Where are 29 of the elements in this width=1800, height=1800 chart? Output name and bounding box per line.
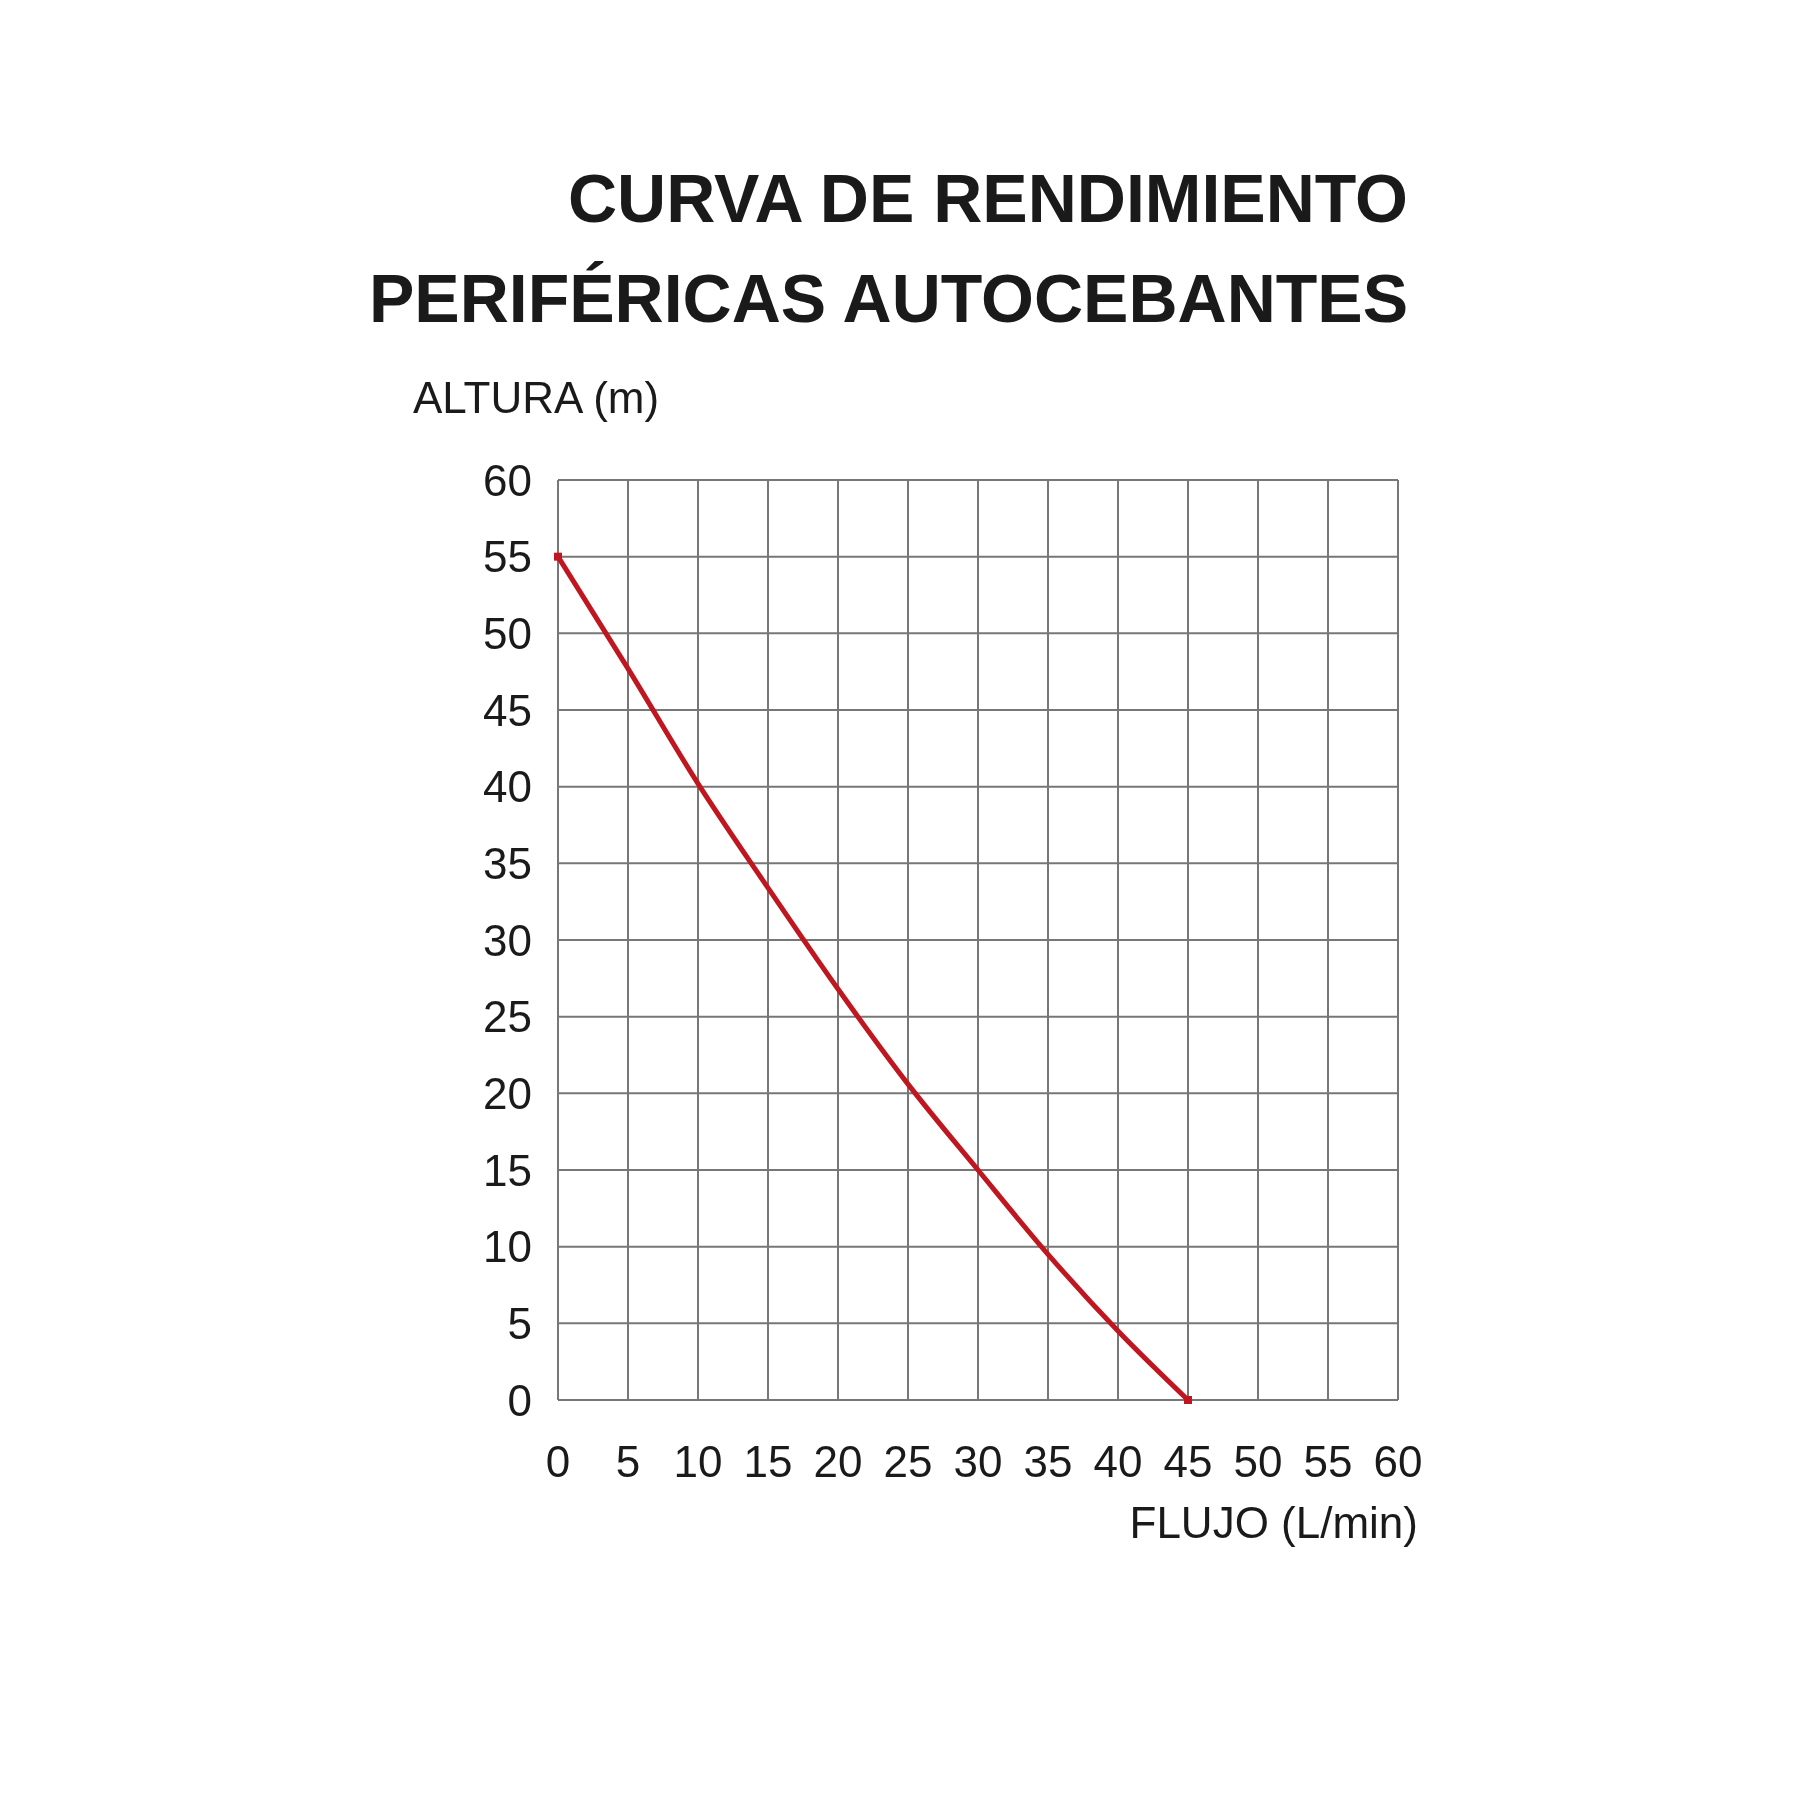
y-tick-label: 20: [483, 1068, 532, 1118]
y-tick-label: 50: [483, 608, 532, 658]
y-tick-label: 10: [483, 1222, 532, 1272]
x-tick-label: 60: [1373, 1437, 1423, 1487]
y-tick-label: 0: [507, 1375, 532, 1425]
x-tick-label: 55: [1303, 1437, 1353, 1487]
x-tick-label: 30: [953, 1437, 1003, 1487]
y-tick-label: 15: [483, 1145, 532, 1195]
y-axis-title: ALTURA (m): [413, 373, 660, 423]
y-tick-label: 25: [483, 992, 532, 1042]
x-tick-label: 10: [673, 1437, 723, 1487]
x-tick-label: 40: [1093, 1437, 1143, 1487]
x-tick-label: 45: [1163, 1437, 1213, 1487]
y-tick-label: 45: [483, 685, 532, 735]
y-tick-label: 40: [483, 762, 532, 812]
x-tick-label: 25: [883, 1437, 933, 1487]
y-tick-label: 30: [483, 915, 532, 965]
x-tick-label: 35: [1023, 1437, 1073, 1487]
x-axis-title: FLUJO (L/min): [1129, 1498, 1418, 1548]
x-tick-label: 15: [743, 1437, 793, 1487]
x-tick-label: 0: [545, 1437, 571, 1487]
x-tick-label: 50: [1233, 1437, 1283, 1487]
x-tick-label: 5: [615, 1437, 641, 1487]
chart-title: CURVA DE RENDIMIENTO PERIFÉRICAS AUTOCEBANTES: [369, 159, 1408, 338]
y-tick-label: 35: [483, 838, 532, 888]
x-tick-label: 20: [813, 1437, 863, 1487]
y-tick-label: 55: [483, 532, 532, 582]
y-tick-label: 60: [483, 455, 532, 505]
y-tick-label: 5: [507, 1298, 532, 1348]
